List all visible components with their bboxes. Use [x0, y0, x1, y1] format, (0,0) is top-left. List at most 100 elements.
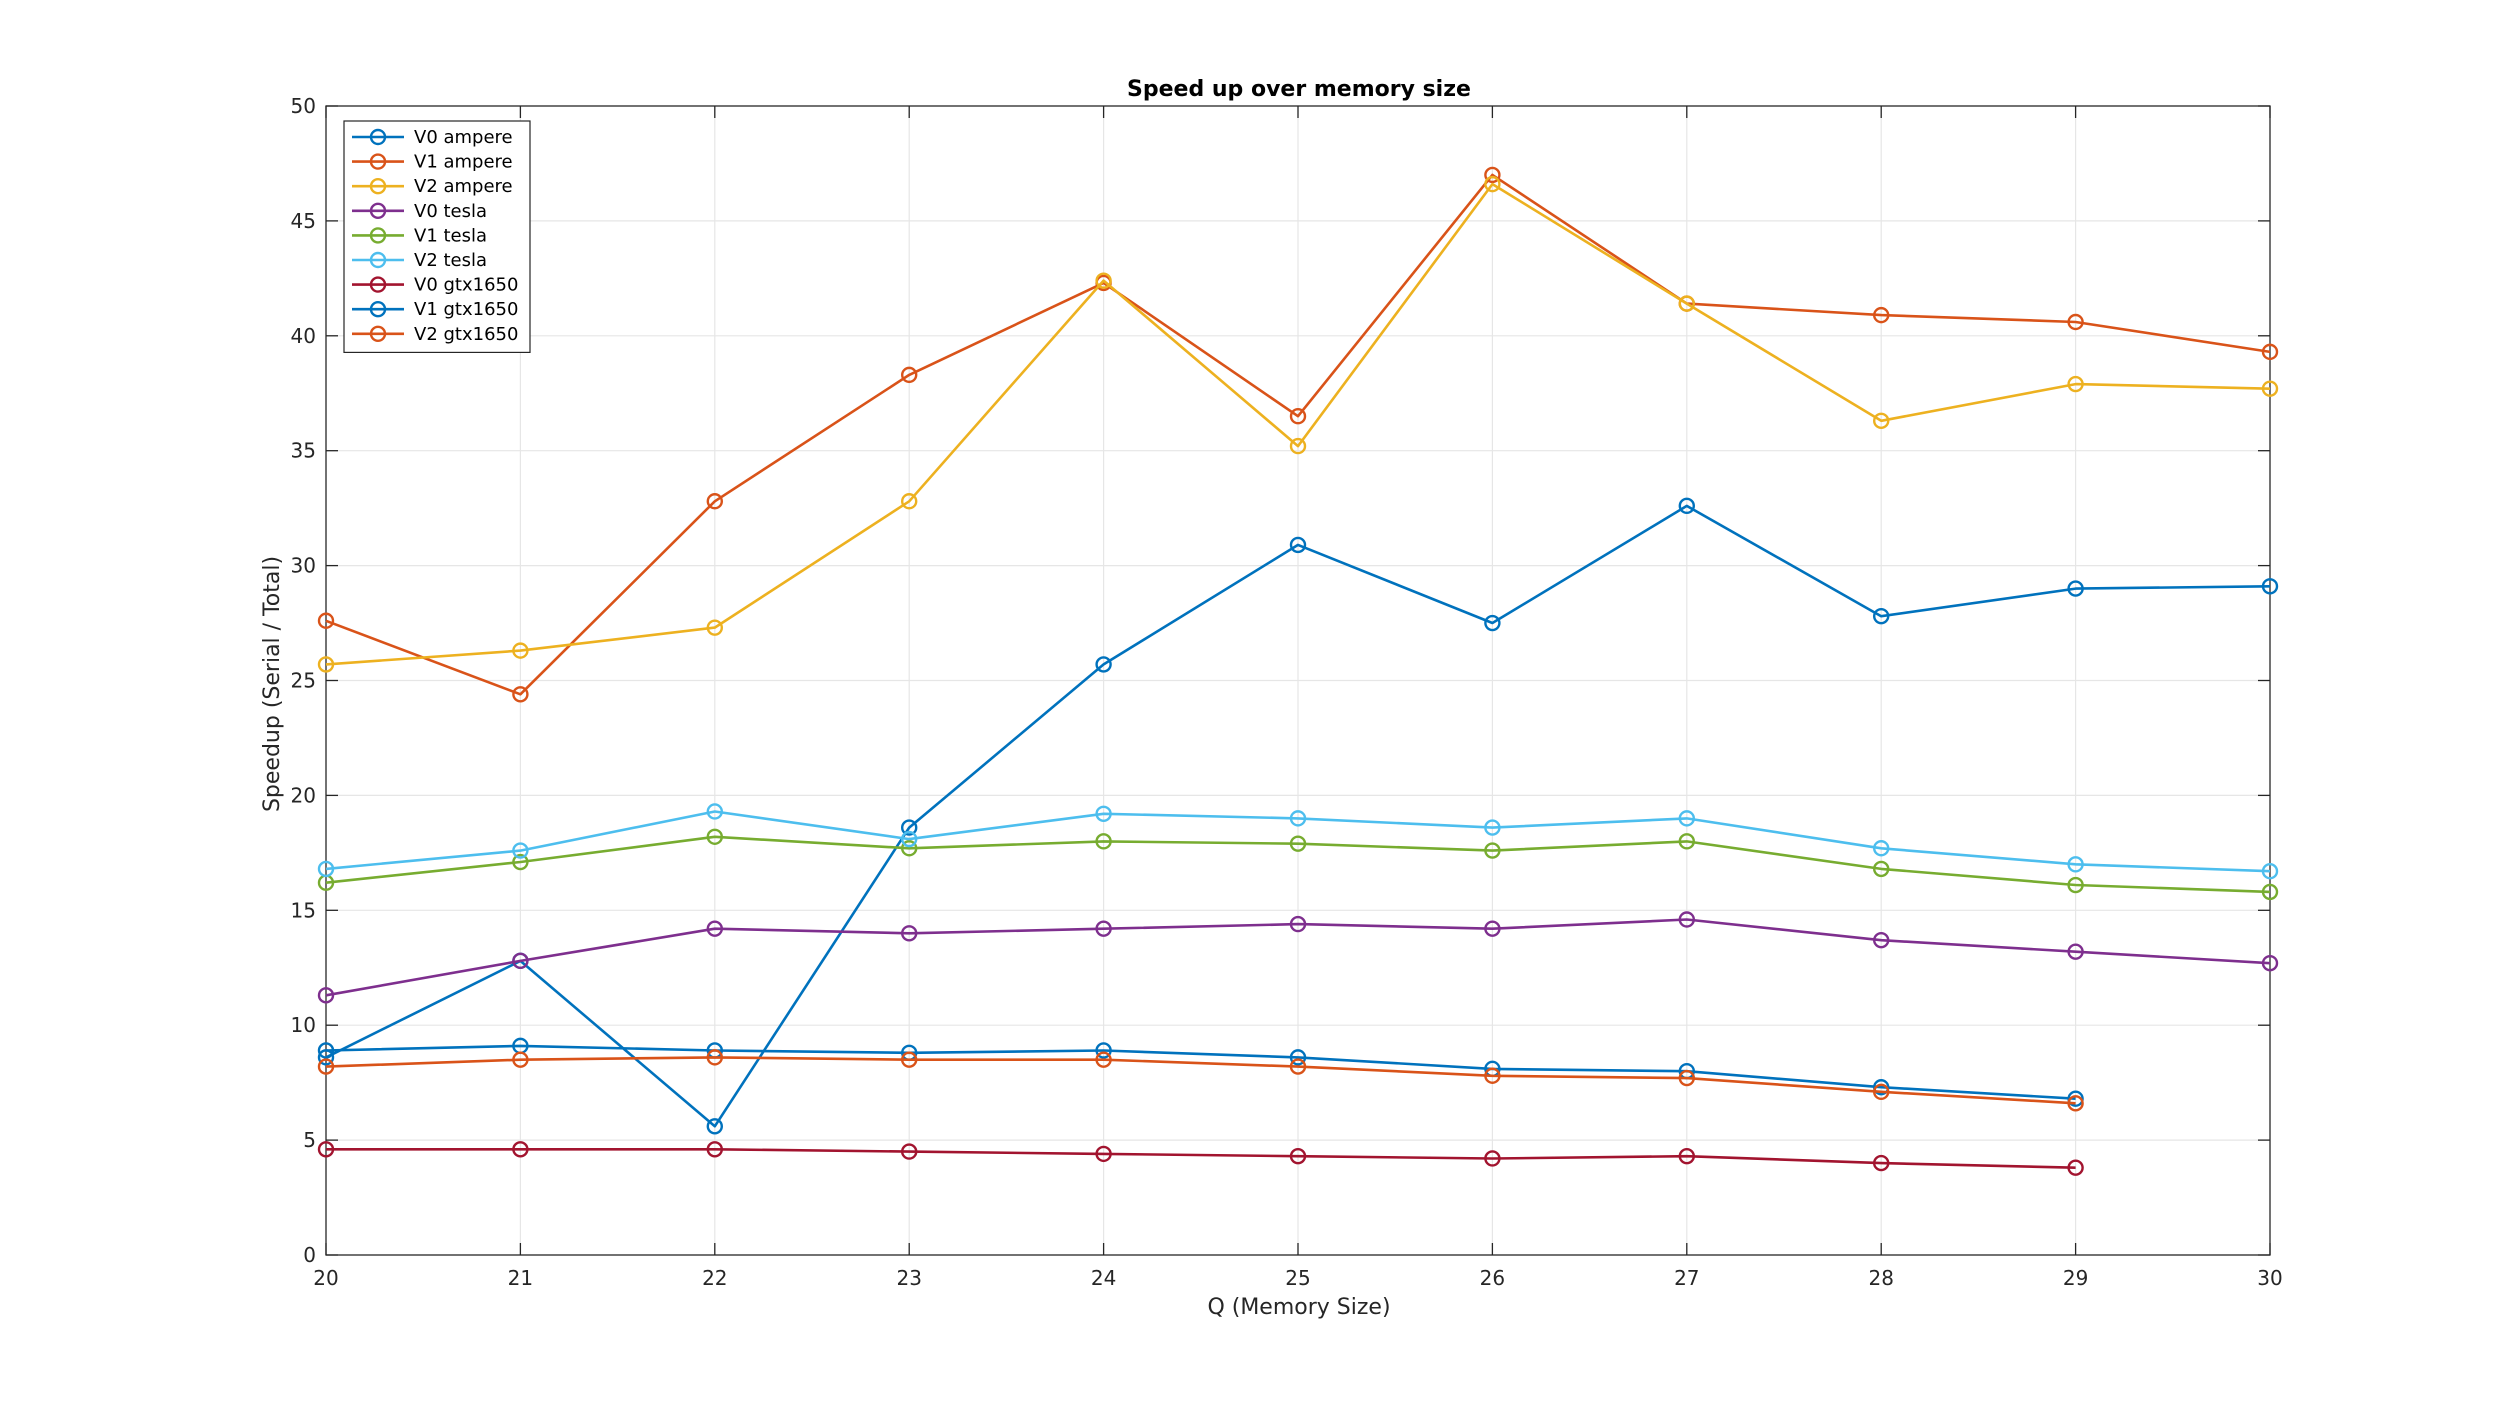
data-point-v0-tesla	[317, 987, 335, 1004]
data-point-v1-tesla	[1678, 833, 1696, 850]
series-line-v0-ampere	[325, 504, 2271, 1128]
data-point-v1-tesla	[512, 853, 529, 871]
y-tick-label: 40	[291, 324, 316, 348]
data-point-v0-tesla	[706, 920, 723, 937]
data-point-v0-gtx1650	[1289, 1147, 1307, 1165]
y-tick-label: 20	[291, 783, 316, 807]
series-line-v0-gtx1650	[326, 1148, 2076, 1169]
data-point-v2-gtx1650	[1678, 1069, 1696, 1087]
x-tick-label: 27	[1674, 1266, 1699, 1290]
series-line-v2-ampere	[325, 182, 2271, 666]
series-line-v0-tesla	[325, 918, 2271, 997]
legend-swatch-marker	[369, 128, 387, 146]
data-point-v1-ampere	[901, 366, 918, 384]
y-tick-label: 5	[303, 1128, 316, 1152]
grid	[326, 106, 2270, 1255]
data-point-v2-tesla	[1678, 810, 1696, 827]
x-tick-label: 26	[1480, 1266, 1505, 1290]
data-point-v1-ampere	[2261, 343, 2279, 361]
legend-swatch-marker	[369, 177, 387, 195]
data-point-v1-ampere	[512, 686, 529, 703]
y-tick-label: 50	[291, 94, 316, 118]
data-point-v1-gtx1650	[1289, 1049, 1307, 1066]
series-v1-ampere	[317, 166, 2279, 703]
data-point-v2-ampere	[317, 656, 335, 673]
data-point-v1-tesla	[2067, 876, 2084, 894]
data-point-v0-ampere	[1678, 497, 1696, 515]
x-tick-label: 24	[1091, 1266, 1116, 1290]
data-point-v2-tesla	[1289, 810, 1307, 827]
data-point-v0-gtx1650	[901, 1143, 918, 1160]
y-tick-label: 25	[291, 669, 316, 693]
data-point-v2-ampere	[1095, 272, 1112, 289]
x-tick-label: 29	[2063, 1266, 2088, 1290]
data-point-v2-ampere	[901, 493, 918, 510]
data-point-v2-tesla	[706, 803, 723, 820]
y-tick-label: 45	[291, 209, 316, 233]
y-tick-label: 15	[291, 898, 316, 922]
data-point-v2-gtx1650	[512, 1051, 529, 1068]
legend-entry-v2-gtx1650: V2 gtx1650	[352, 324, 518, 345]
labels: Speed up over memory size Q (Memory Size…	[260, 77, 1471, 1320]
series-v2-tesla	[317, 803, 2279, 880]
series-v1-gtx1650	[317, 1037, 2084, 1107]
series-v0-gtx1650	[317, 1141, 2084, 1176]
data-point-v1-ampere	[1872, 306, 1890, 324]
data-point-v2-gtx1650	[901, 1051, 918, 1068]
data-point-v0-gtx1650	[1872, 1154, 1890, 1172]
data-point-v0-ampere	[1095, 656, 1112, 673]
legend-swatch-marker	[369, 227, 387, 244]
legend-swatch-marker	[369, 153, 387, 170]
data-point-v0-gtx1650	[317, 1141, 335, 1158]
data-point-v2-tesla	[2261, 863, 2279, 880]
data-point-v0-tesla	[1678, 911, 1696, 928]
data-point-v2-ampere	[2261, 380, 2279, 397]
data-point-v0-tesla	[512, 952, 529, 970]
y-tick-label: 10	[291, 1013, 316, 1037]
data-point-v0-ampere	[1872, 607, 1890, 625]
data-point-v2-ampere	[512, 642, 529, 659]
data-point-v0-ampere	[901, 819, 918, 836]
legend-swatch-marker	[369, 251, 387, 269]
data-point-v1-ampere	[706, 493, 723, 510]
data-point-v2-gtx1650	[706, 1049, 723, 1066]
data-point-v1-tesla	[1095, 833, 1112, 850]
data-point-v1-ampere	[1289, 408, 1307, 425]
data-point-v2-ampere	[1289, 437, 1307, 455]
legend-swatch-marker	[369, 301, 387, 318]
series-line-v2-gtx1650	[325, 1056, 2076, 1105]
data-point-v1-gtx1650	[1095, 1042, 1112, 1059]
legend-label: V2 ampere	[414, 176, 513, 197]
data-point-v1-tesla	[2261, 883, 2279, 901]
data-point-v0-ampere	[1289, 536, 1307, 554]
data-point-v0-gtx1650	[512, 1141, 529, 1158]
legend-swatch-marker	[369, 202, 387, 220]
legend-entry-v1-tesla: V1 tesla	[352, 225, 487, 246]
series-v2-gtx1650	[317, 1049, 2084, 1112]
legend-entry-v1-gtx1650: V1 gtx1650	[352, 299, 518, 320]
legend-entry-v2-ampere: V2 ampere	[352, 176, 513, 197]
data-point-v1-tesla	[1484, 842, 1501, 859]
legend-swatch-marker	[369, 325, 387, 342]
legend-label: V0 ampere	[414, 127, 513, 148]
data-point-v2-ampere	[1872, 412, 1890, 430]
data-point-v2-tesla	[1095, 805, 1112, 822]
legend-label: V2 tesla	[414, 250, 487, 271]
series-line-v2-tesla	[325, 810, 2271, 873]
data-point-v0-gtx1650	[1484, 1150, 1501, 1167]
x-tick-label: 22	[702, 1266, 727, 1290]
data-point-v0-tesla	[1289, 915, 1307, 933]
data-point-v0-ampere	[1484, 614, 1501, 632]
data-point-v0-tesla	[1095, 920, 1112, 937]
x-tick-label: 28	[1868, 1266, 1893, 1290]
data-point-v0-gtx1650	[1678, 1147, 1696, 1165]
x-tick-label: 21	[508, 1266, 533, 1290]
legend-entry-v0-gtx1650: V0 gtx1650	[352, 275, 518, 296]
data-point-v2-tesla	[1872, 840, 1890, 857]
legend-label: V0 tesla	[414, 201, 487, 222]
data-point-v0-tesla	[1872, 931, 1890, 949]
data-point-v2-gtx1650	[1484, 1067, 1501, 1084]
data-point-v2-tesla	[901, 830, 918, 848]
data-point-v1-tesla	[1289, 835, 1307, 852]
